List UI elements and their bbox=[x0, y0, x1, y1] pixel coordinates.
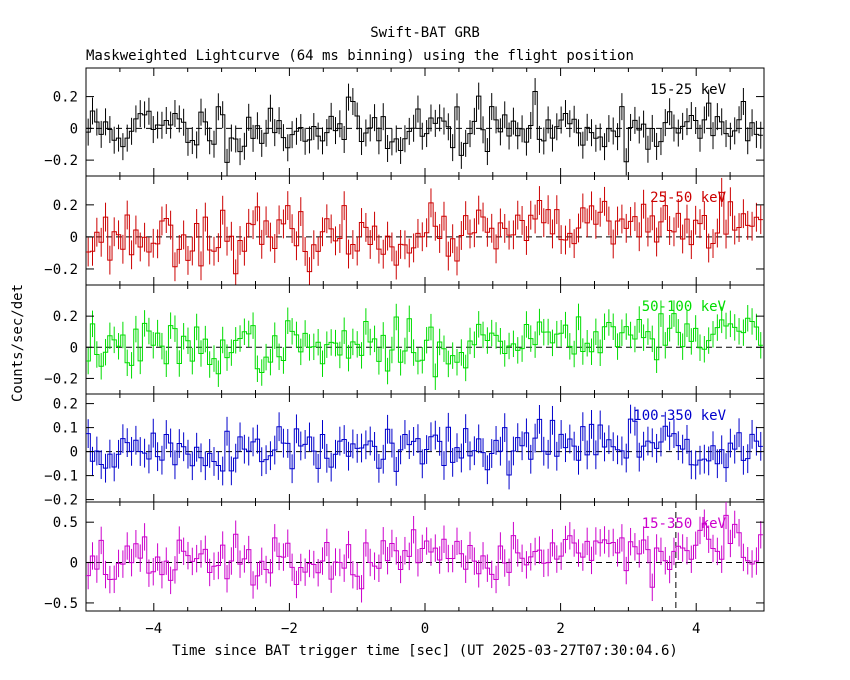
x-tick-label: 4 bbox=[692, 621, 700, 637]
panel-25-50-kev: −0.2 0 0.2 25-50 keV bbox=[44, 175, 765, 286]
band-label: 15-25 keV bbox=[650, 82, 726, 98]
panel-15-350-kev: −0.5 0 0.5 15-350 keV bbox=[44, 501, 765, 612]
y-tick-label: 0.2 bbox=[53, 397, 78, 413]
y-tick-label: 0.1 bbox=[53, 421, 78, 437]
y-tick-label: 0.2 bbox=[53, 198, 78, 214]
panel-100-350-kev: −0.2 −0.1 0 0.1 0.2 100-350 keV bbox=[44, 393, 765, 509]
y-tick-label: 0 bbox=[70, 340, 78, 356]
y-tick-label: 0 bbox=[70, 121, 78, 137]
band-label: 50-100 keV bbox=[642, 299, 727, 315]
series-line bbox=[86, 514, 763, 590]
band-label: 15-350 keV bbox=[642, 516, 727, 532]
series-line bbox=[86, 313, 763, 378]
chart-subtitle: Maskweighted Lightcurve (64 ms binning) … bbox=[86, 48, 634, 64]
panel-50-100-kev: −0.2 0 0.2 50-100 keV bbox=[44, 284, 765, 395]
y-tick-label: −0.1 bbox=[44, 469, 78, 485]
x-axis-label: Time since BAT trigger time [sec] (UT 20… bbox=[172, 643, 678, 659]
y-tick-label: 0 bbox=[70, 445, 78, 461]
y-tick-label: 0.2 bbox=[53, 309, 78, 325]
y-tick-label: −0.2 bbox=[44, 153, 78, 169]
y-axis-label: Counts/sec/det bbox=[10, 284, 26, 402]
panels-group: −0.2 0 0.2 15-25 keV −0.2 0 0.2 25-50 keV −0.2 0 0… bbox=[44, 67, 765, 612]
x-tick-label: 2 bbox=[556, 621, 564, 637]
y-tick-label: 0.2 bbox=[53, 90, 78, 106]
series-line bbox=[86, 191, 763, 275]
x-axis: −4 −2 0 2 4 bbox=[145, 621, 700, 637]
y-tick-label: −0.2 bbox=[44, 493, 78, 509]
band-label: 25-50 keV bbox=[650, 190, 726, 206]
panel-15-25-kev: −0.2 0 0.2 15-25 keV bbox=[44, 67, 765, 177]
y-tick-label: 0 bbox=[70, 556, 78, 572]
band-label: 100-350 keV bbox=[633, 408, 726, 424]
x-tick-label: −2 bbox=[281, 621, 298, 637]
y-tick-label: −0.2 bbox=[44, 262, 78, 278]
y-tick-label: 0.5 bbox=[53, 515, 78, 531]
x-tick-label: −4 bbox=[145, 621, 162, 637]
y-tick-label: 0 bbox=[70, 230, 78, 246]
series-line bbox=[86, 418, 763, 476]
x-tick-label: 0 bbox=[421, 621, 429, 637]
y-tick-label: −0.5 bbox=[44, 596, 78, 612]
series-line bbox=[86, 91, 763, 163]
y-tick-label: −0.2 bbox=[44, 371, 78, 387]
chart-title: Swift-BAT GRB bbox=[370, 25, 480, 41]
